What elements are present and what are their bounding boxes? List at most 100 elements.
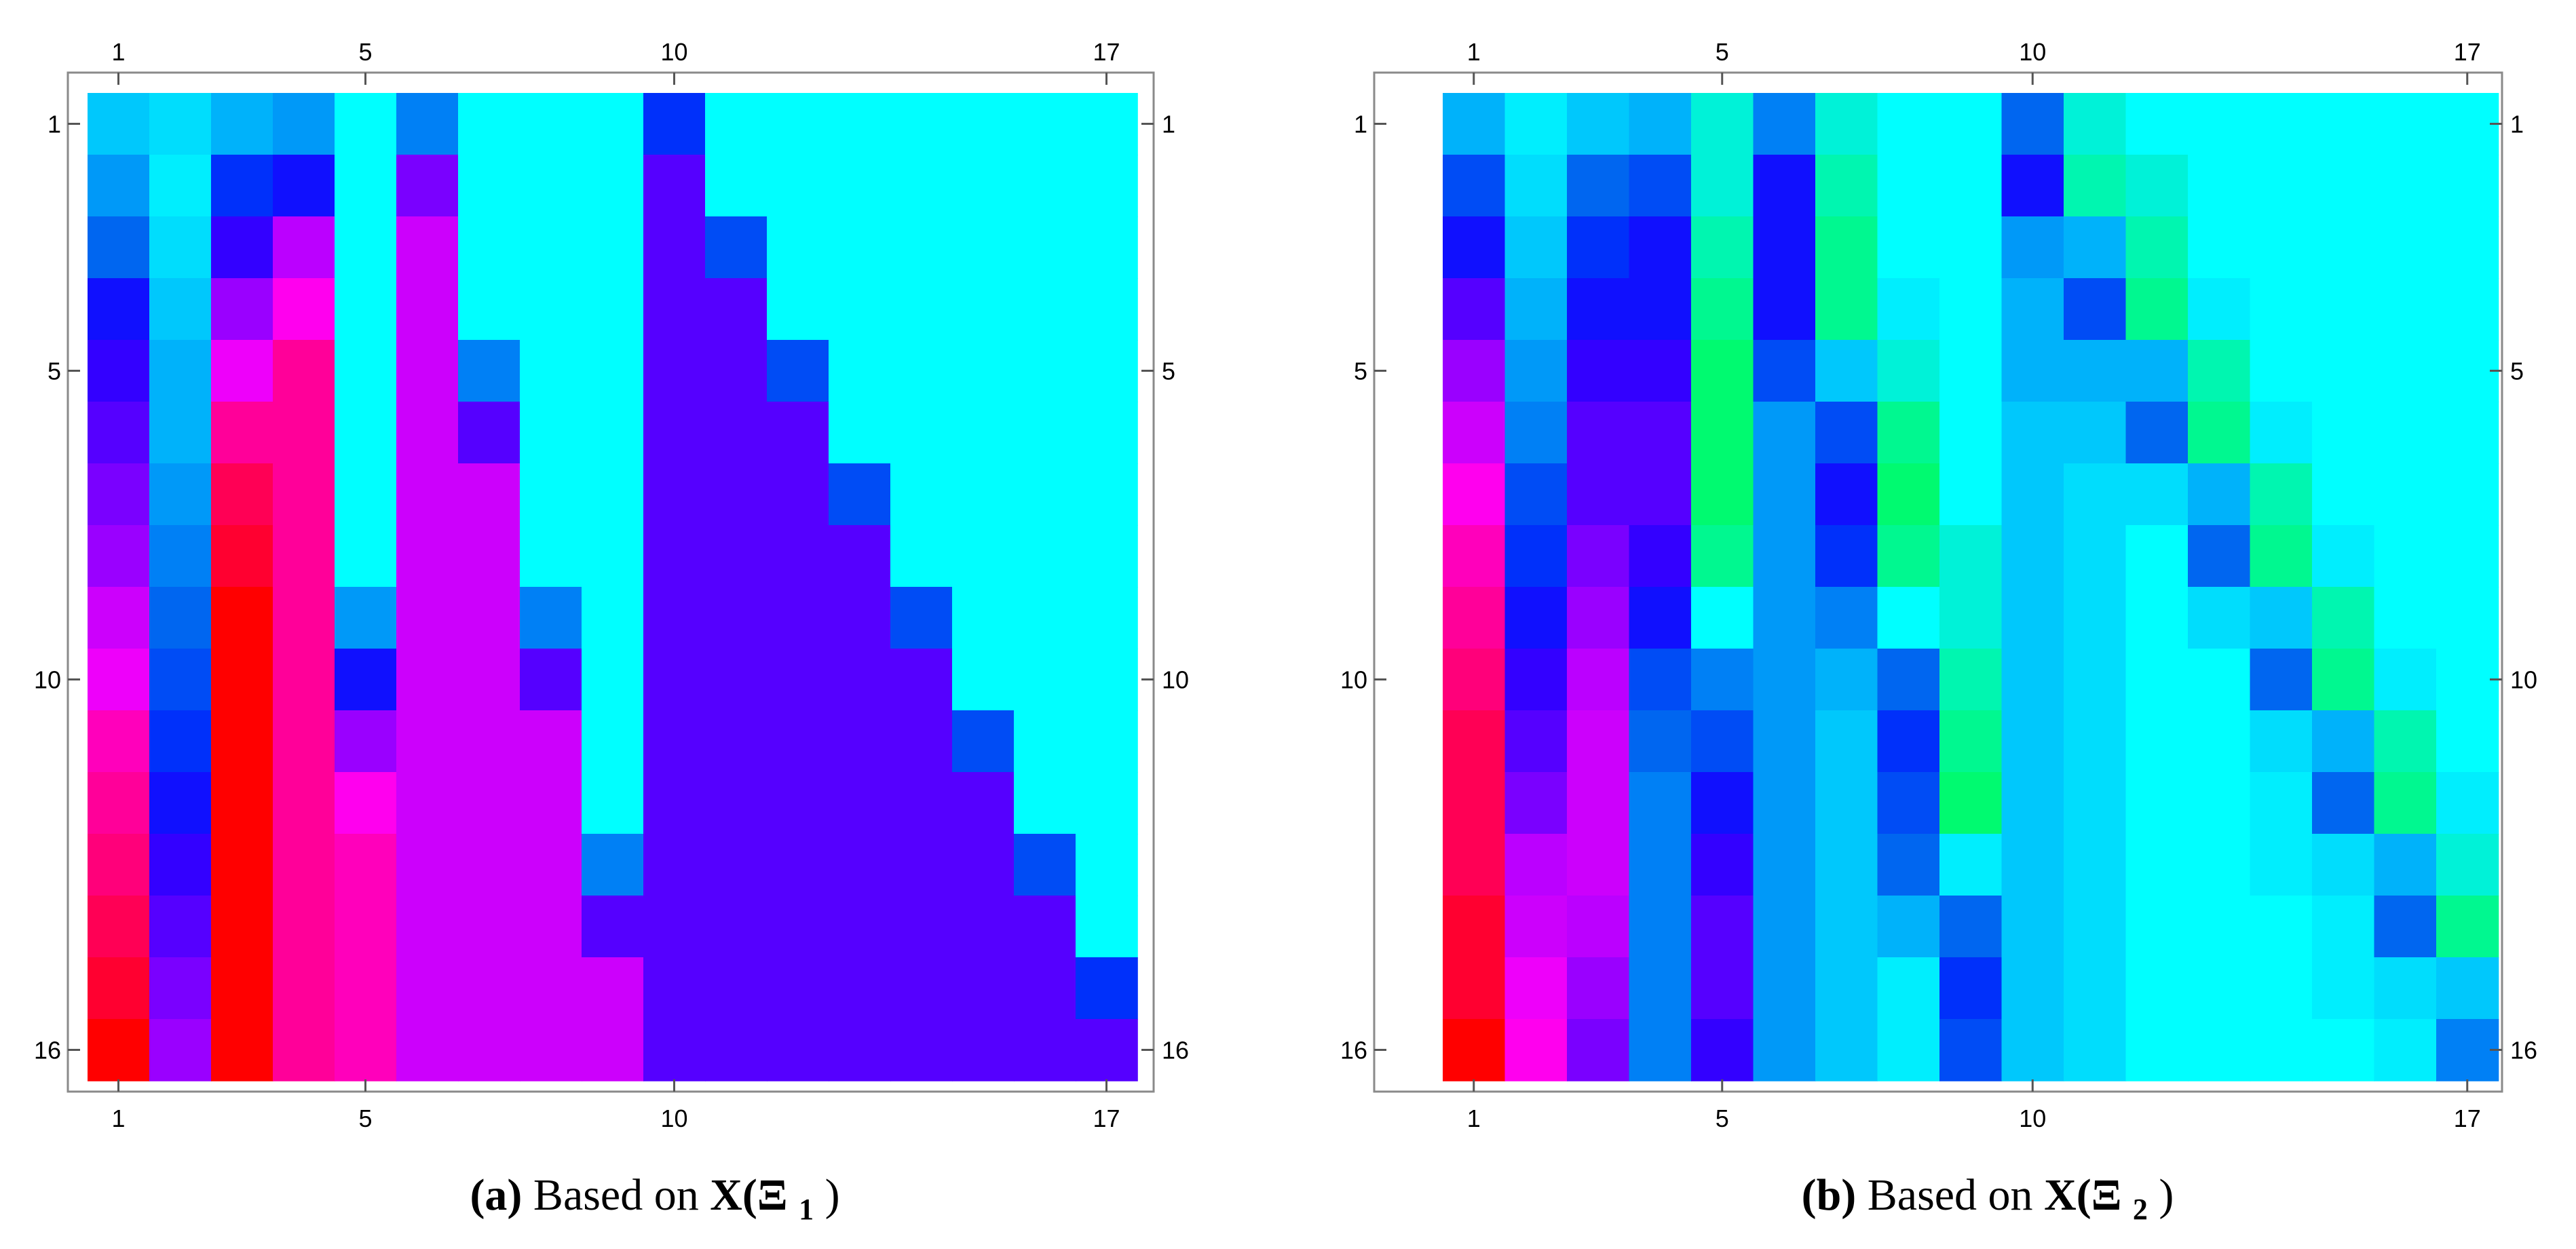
heatmap-b-cell-r5-c4 xyxy=(1629,340,1692,402)
heatmap-b-cell-r15-c17 xyxy=(2436,957,2499,1020)
heatmap-a-cell-r8-c4 xyxy=(273,525,335,588)
heatmap-a-cell-r4-c17 xyxy=(1076,278,1138,341)
heatmap-b-cell-r16-c1 xyxy=(1443,1019,1506,1081)
heatmap-a-cell-r5-c11 xyxy=(705,340,768,402)
heatmap-a-cell-r5-c16 xyxy=(1014,340,1076,402)
heatmap-b-cell-r12-c14 xyxy=(2250,772,2313,834)
heatmap-a-xtick-label-top: 17 xyxy=(1093,38,1120,66)
heatmap-b-cell-r10-c14 xyxy=(2250,649,2313,711)
heatmap-b-cell-r15-c12 xyxy=(2125,957,2189,1020)
heatmap-b-ytick-label-left: 1 xyxy=(1354,111,1367,138)
heatmap-b-cell-r13-c8 xyxy=(1877,834,1940,896)
heatmap-b-cell-r13-c13 xyxy=(2188,834,2251,896)
heatmap-a-cell-r1-c4 xyxy=(273,93,335,155)
heatmap-a-cell-r5-c5 xyxy=(335,340,397,402)
heatmap-b-cell-r14-c1 xyxy=(1443,896,1506,958)
heatmap-b-cell-r10-c8 xyxy=(1877,649,1940,711)
heatmap-a-cell-r9-c4 xyxy=(273,587,335,649)
heatmap-a-cell-r3-c9 xyxy=(582,216,644,279)
heatmap-a-cell-r11-c3 xyxy=(211,710,273,773)
caption-b: (b) Based on X(Ξ 2 ) xyxy=(1802,1170,2174,1229)
heatmap-b-cell-r9-c1 xyxy=(1443,587,1506,649)
heatmap-b-cell-r7-c17 xyxy=(2436,463,2499,526)
heatmap-a-xtick-label-top: 10 xyxy=(660,38,687,66)
heatmap-b-cell-r5-c3 xyxy=(1567,340,1630,402)
heatmap-a-cell-r10-c1 xyxy=(88,649,150,711)
heatmap-a-cell-r10-c10 xyxy=(643,649,706,711)
heatmap-a-cell-r12-c4 xyxy=(273,772,335,834)
heatmap-b-cell-r12-c8 xyxy=(1877,772,1940,834)
heatmap-a-cell-r10-c4 xyxy=(273,649,335,711)
heatmap-a-cell-r9-c6 xyxy=(396,587,459,649)
heatmap-a-cell-r10-c9 xyxy=(582,649,644,711)
heatmap-a-cell-r2-c6 xyxy=(396,155,459,217)
heatmap-b-cell-r5-c17 xyxy=(2436,340,2499,402)
heatmap-a-cell-r8-c14 xyxy=(890,525,953,588)
heatmap-b-cell-r7-c8 xyxy=(1877,463,1940,526)
heatmap-b-cell-r1-c15 xyxy=(2312,93,2375,155)
heatmap-a-cell-r2-c3 xyxy=(211,155,273,217)
heatmap-a-cell-r14-c16 xyxy=(1014,896,1076,958)
heatmap-b-cell-r10-c3 xyxy=(1567,649,1630,711)
heatmap-b-cell-r8-c7 xyxy=(1815,525,1878,588)
heatmap-b-cell-r14-c3 xyxy=(1567,896,1630,958)
heatmap-b-cell-r5-c8 xyxy=(1877,340,1940,402)
heatmap-a-cell-r2-c9 xyxy=(582,155,644,217)
heatmap-a-ytick-label-left: 1 xyxy=(48,111,61,138)
heatmap-b-cell-r3-c12 xyxy=(2125,216,2189,279)
heatmap-a-cell-r11-c10 xyxy=(643,710,706,773)
heatmap-a-cell-r6-c4 xyxy=(273,402,335,464)
heatmap-a-cell-r3-c10 xyxy=(643,216,706,279)
caption-a-text: Based on xyxy=(533,1170,710,1220)
heatmap-b-cell-r3-c1 xyxy=(1443,216,1506,279)
heatmap-a-cell-r11-c2 xyxy=(149,710,212,773)
heatmap-a-cell-r16-c9 xyxy=(582,1019,644,1081)
heatmap-a-cell-r10-c6 xyxy=(396,649,459,711)
heatmap-a-cell-r14-c17 xyxy=(1076,896,1138,958)
heatmap-b-cell-r5-c7 xyxy=(1815,340,1878,402)
heatmap-a-cell-r5-c9 xyxy=(582,340,644,402)
heatmap-a-cell-r16-c10 xyxy=(643,1019,706,1081)
heatmap-b-ytick-label-left: 16 xyxy=(1340,1037,1367,1064)
heatmap-b-cell-r2-c13 xyxy=(2188,155,2251,217)
heatmap-b-cell-r16-c6 xyxy=(1753,1019,1816,1081)
heatmap-a-cell-r4-c9 xyxy=(582,278,644,341)
caption-b-text: Based on xyxy=(1868,1170,2044,1220)
heatmap-a-cell-r11-c11 xyxy=(705,710,768,773)
heatmap-a-cell-r7-c14 xyxy=(890,463,953,526)
heatmap-a-cell-r13-c10 xyxy=(643,834,706,896)
heatmap-b-cell-r15-c2 xyxy=(1504,957,1568,1020)
heatmap-b-cell-r8-c12 xyxy=(2125,525,2189,588)
heatmap-b-cell-r6-c6 xyxy=(1753,402,1816,464)
heatmap-a-cell-r8-c5 xyxy=(335,525,397,588)
heatmap-a-xtick-label-top: 5 xyxy=(358,38,372,66)
heatmap-a-cell-r16-c7 xyxy=(458,1019,520,1081)
heatmap-a-cell-r7-c16 xyxy=(1014,463,1076,526)
heatmap-b-cell-r16-c3 xyxy=(1567,1019,1630,1081)
heatmap-a-cell-r13-c12 xyxy=(767,834,829,896)
heatmap-b-cell-r10-c11 xyxy=(2064,649,2127,711)
heatmap-b-cell-r12-c6 xyxy=(1753,772,1816,834)
heatmap-b-cell-r11-c15 xyxy=(2312,710,2375,773)
heatmap-b-cell-r13-c12 xyxy=(2125,834,2189,896)
heatmap-b-cell-r5-c9 xyxy=(1939,340,2003,402)
heatmap-a-cell-r9-c10 xyxy=(643,587,706,649)
heatmap-b-cell-r2-c11 xyxy=(2064,155,2127,217)
heatmap-a-cell-r10-c17 xyxy=(1076,649,1138,711)
heatmap-a-cell-r3-c14 xyxy=(890,216,953,279)
heatmap-a-cell-r14-c5 xyxy=(335,896,397,958)
heatmap-a-cell-r12-c5 xyxy=(335,772,397,834)
heatmap-b-cell-r11-c13 xyxy=(2188,710,2251,773)
heatmap-a-cell-r3-c15 xyxy=(952,216,1015,279)
heatmap-b-cell-r7-c12 xyxy=(2125,463,2189,526)
heatmap-a-cell-r14-c11 xyxy=(705,896,768,958)
heatmap-b-cell-r8-c8 xyxy=(1877,525,1940,588)
heatmap-a-cell-r13-c7 xyxy=(458,834,520,896)
heatmap-b-cell-r4-c11 xyxy=(2064,278,2127,341)
heatmap-a-cell-r5-c12 xyxy=(767,340,829,402)
heatmap-a-ytick-label-right: 5 xyxy=(1162,358,1175,385)
heatmap-a-xtick-label-bottom: 1 xyxy=(111,1104,125,1132)
heatmap-a-cell-r3-c13 xyxy=(829,216,891,279)
heatmap-b-cell-r9-c6 xyxy=(1753,587,1816,649)
heatmap-a-cell-r13-c5 xyxy=(335,834,397,896)
